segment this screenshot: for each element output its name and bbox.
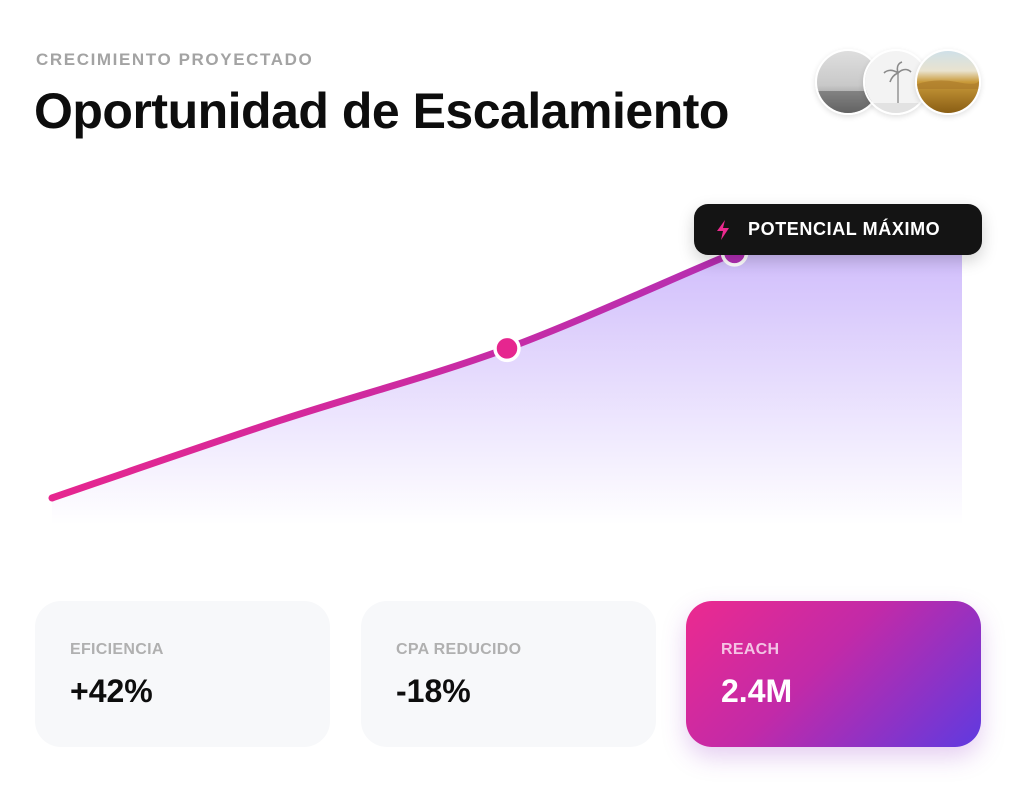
data-point-marker[interactable] bbox=[493, 334, 521, 363]
stat-label: CPA REDUCIDO bbox=[396, 641, 522, 658]
stat-value: -18% bbox=[396, 673, 471, 709]
area-fill bbox=[52, 240, 962, 525]
lightning-bolt-icon bbox=[717, 219, 729, 240]
stat-label: REACH bbox=[721, 641, 780, 658]
desert-field-avatar[interactable] bbox=[915, 49, 981, 115]
badge-label: POTENCIAL MÁXIMO bbox=[748, 219, 941, 239]
max-potential-badge: POTENCIAL MÁXIMO bbox=[694, 204, 982, 255]
stat-label: EFICIENCIA bbox=[70, 641, 164, 658]
page-title: Oportunidad de Escalamiento bbox=[34, 83, 729, 139]
stat-value: +42% bbox=[70, 673, 153, 709]
section-eyebrow: CRECIMIENTO PROYECTADO bbox=[36, 50, 314, 69]
stat-value: 2.4M bbox=[721, 673, 793, 709]
stat-card-reach: REACH 2.4M bbox=[686, 601, 981, 747]
stat-card-eficiencia: EFICIENCIA +42% bbox=[35, 601, 330, 747]
avatar-group[interactable] bbox=[815, 49, 981, 115]
stat-card-cpa: CPA REDUCIDO -18% bbox=[361, 601, 656, 747]
